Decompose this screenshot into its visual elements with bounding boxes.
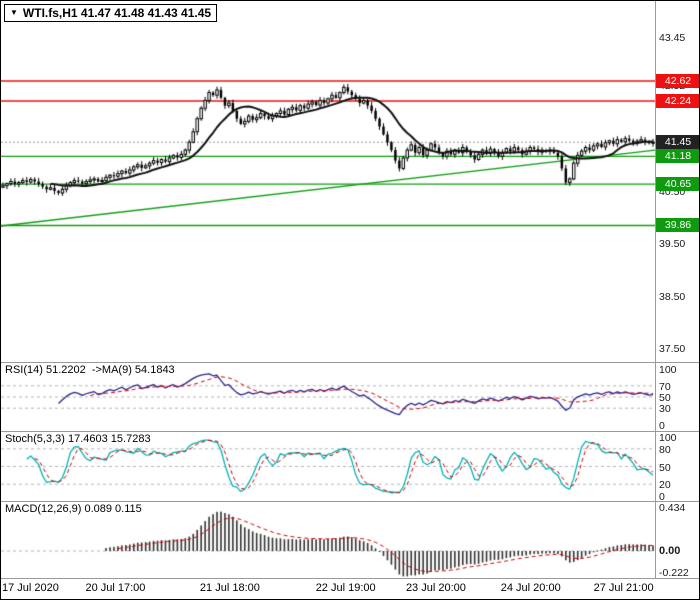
price-axis-tick: 39.50 <box>659 238 686 251</box>
time-axis-label: 27 Jul 21:00 <box>593 582 654 594</box>
price-badge: 42.24 <box>656 93 699 108</box>
stochastic-axis-tick: 20 <box>659 479 671 492</box>
rsi-canvas[interactable] <box>1 363 655 431</box>
time-axis-label: 24 Jul 20:00 <box>500 582 561 594</box>
panel-separator[interactable] <box>1 362 699 363</box>
rsi-axis-tick: 70 <box>659 380 671 393</box>
time-axis[interactable]: 17 Jul 2020 20 Jul 17:00 21 Jul 18:00 22 Ju… <box>1 579 699 599</box>
price-chart-canvas[interactable] <box>1 1 655 362</box>
panel-separator[interactable] <box>1 431 699 432</box>
time-axis-label: 17 Jul 2020 <box>1 582 59 594</box>
price-axis-separator[interactable] <box>655 1 656 578</box>
price-badge: 40.65 <box>656 177 699 192</box>
symbol-ohlc-text: WTI.fs,H1 41.47 41.48 41.43 41.45 <box>22 6 212 20</box>
rsi-label: RSI(14) 51.2202 ->MA(9) 54.1843 <box>5 364 175 376</box>
macd-label: MACD(12,26,9) 0.089 0.115 <box>5 503 142 515</box>
rsi-axis-tick: 100 <box>659 364 677 376</box>
price-chart-panel: ▼ WTI.fs,H1 41.47 41.48 41.43 41.45 43.4… <box>1 1 699 362</box>
macd-canvas[interactable] <box>1 502 655 578</box>
symbol-info-box: ▼ WTI.fs,H1 41.47 41.48 41.43 41.45 <box>4 4 218 22</box>
time-axis-label: 20 Jul 17:00 <box>85 582 146 594</box>
price-badge: 41.45 <box>656 135 699 150</box>
rsi-axis-tick: 50 <box>659 392 671 404</box>
time-axis-label: 21 Jul 18:00 <box>199 582 260 594</box>
stochastic-panel: Stoch(5,3,3) 17.4603 15.7283 100 80 50 20 0 <box>1 432 699 503</box>
rsi-axis-tick: 0 <box>659 420 665 432</box>
stochastic-label: Stoch(5,3,3) 17.4603 15.7283 <box>5 433 151 445</box>
stochastic-axis-tick: 0 <box>659 491 665 503</box>
panel-separator[interactable] <box>1 501 699 502</box>
price-axis-tick: 43.45 <box>659 31 686 44</box>
rsi-axis-tick: 30 <box>659 403 671 416</box>
price-badge: 41.18 <box>656 149 699 164</box>
panel-separator <box>1 578 699 579</box>
macd-axis-tick: 0.00 <box>659 545 681 557</box>
macd-axis-tick: -0.222 <box>659 567 689 580</box>
price-axis-tick: 38.50 <box>659 290 686 303</box>
stochastic-axis-tick: 80 <box>659 443 671 456</box>
macd-panel: MACD(12,26,9) 0.089 0.115 0.434 0.00 -0.22… <box>1 501 699 580</box>
time-axis-label: 22 Jul 19:00 <box>315 582 376 594</box>
symbol-dropdown-icon[interactable]: ▼ <box>10 8 18 17</box>
macd-axis-tick: 0.434 <box>659 501 686 514</box>
price-badge: 39.86 <box>656 218 699 233</box>
price-badge: 42.62 <box>656 74 699 89</box>
price-axis-tick: 37.50 <box>659 342 686 355</box>
time-axis-label: 23 Jul 20:00 <box>405 582 466 594</box>
stochastic-canvas[interactable] <box>1 432 655 501</box>
rsi-panel: RSI(14) 51.2202 ->MA(9) 54.1843 100 70 50 3… <box>1 363 699 432</box>
stochastic-axis-tick: 50 <box>659 461 671 474</box>
stochastic-axis-tick: 100 <box>659 432 677 444</box>
